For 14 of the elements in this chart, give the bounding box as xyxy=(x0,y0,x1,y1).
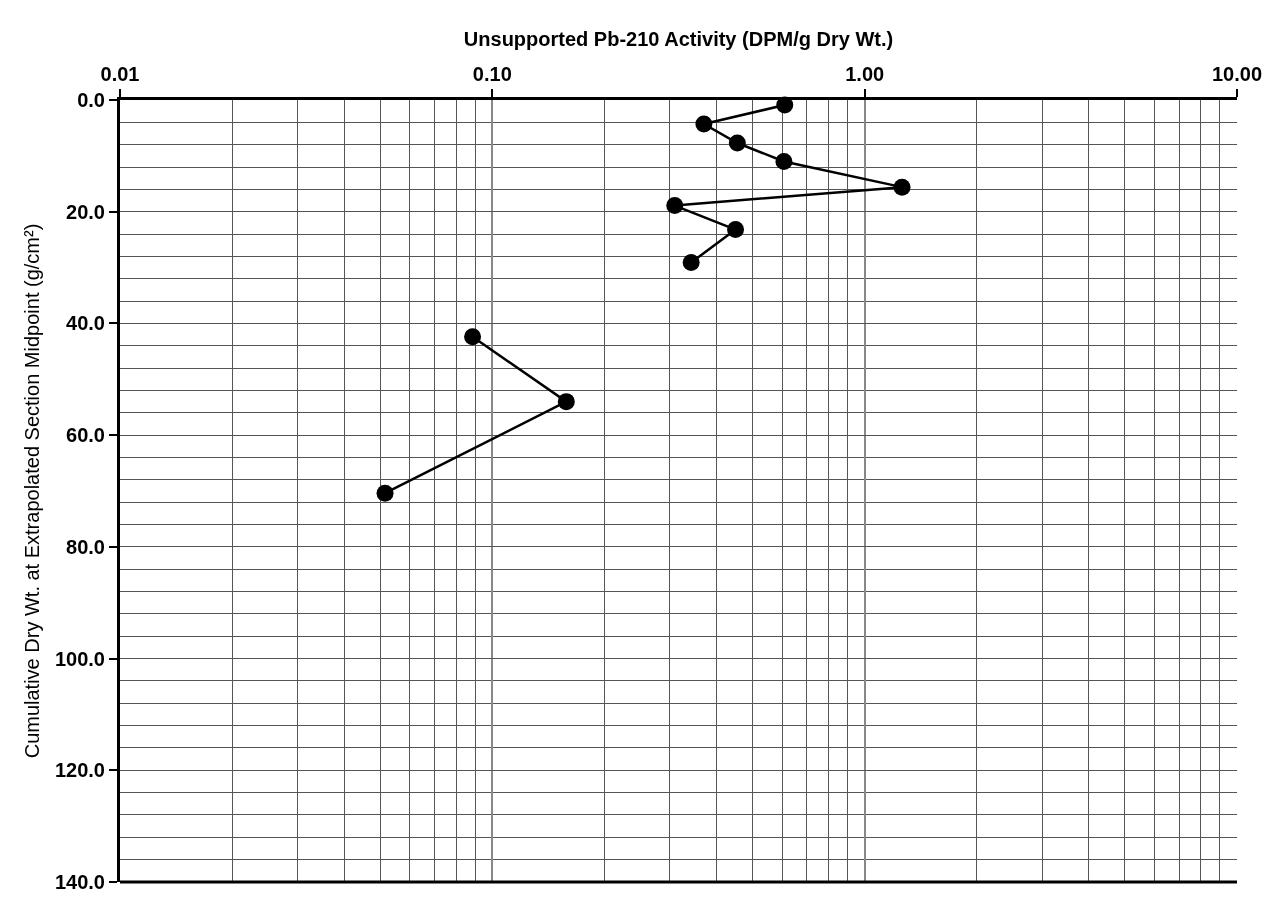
y-tick-label: 80.0 xyxy=(66,535,105,558)
y-tick-label: 60.0 xyxy=(66,424,105,447)
x-axis-title: Unsupported Pb-210 Activity (DPM/g Dry Wt.) xyxy=(463,27,894,50)
y-tick-label: 40.0 xyxy=(66,312,105,335)
y-tick-label: 20.0 xyxy=(66,200,105,223)
y-tick-label: 120.0 xyxy=(54,759,105,782)
y-tick-label: 0.0 xyxy=(77,89,105,111)
y-axis-title: Cumulative Dry Wt. at Extrapolated Section Midpoint (g/cm²) xyxy=(21,223,44,759)
x-tick-label: 10.00 xyxy=(1211,63,1263,85)
x-tick-label: 0.10 xyxy=(472,63,512,85)
y-tick-label: 140.0 xyxy=(54,871,105,893)
x-tick-label: 0.01 xyxy=(100,63,140,85)
x-tick-label: 1.00 xyxy=(845,63,885,85)
y-tick-label: 100.0 xyxy=(54,647,105,670)
